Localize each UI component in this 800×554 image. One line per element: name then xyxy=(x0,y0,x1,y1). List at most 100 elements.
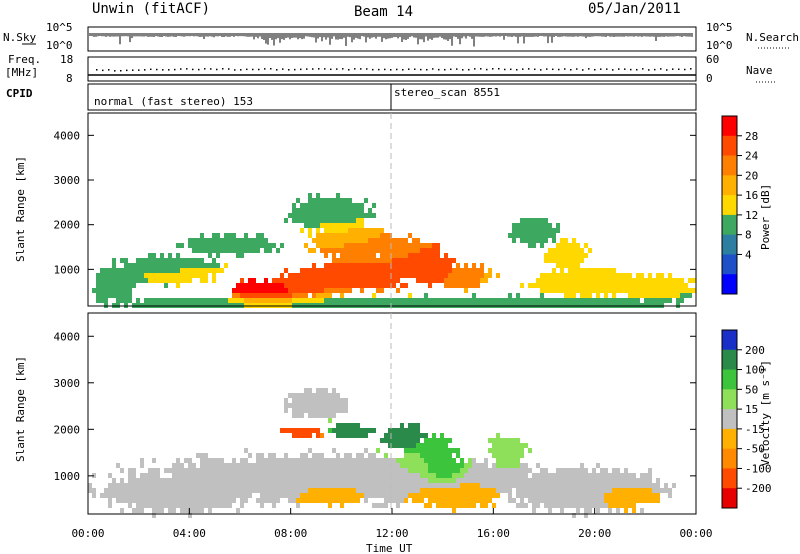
velocity-scale-tick-label: -200 xyxy=(745,482,772,495)
power-cell xyxy=(336,233,340,238)
velocity-cell xyxy=(256,468,260,473)
velocity-cell xyxy=(248,473,252,478)
velocity-cell xyxy=(432,473,436,478)
power-cell xyxy=(372,203,376,208)
velocity-cell xyxy=(304,463,308,468)
power-cell xyxy=(644,293,648,298)
velocity-cell xyxy=(504,463,508,468)
power-cell xyxy=(344,273,348,278)
power-cell xyxy=(124,278,128,283)
velocity-cell xyxy=(372,428,376,433)
velocity-cell xyxy=(328,498,332,503)
power-cell xyxy=(548,248,552,253)
velocity-cell xyxy=(640,498,644,503)
velocity-cell xyxy=(112,488,116,493)
power-cell xyxy=(668,273,672,278)
velocity-cell xyxy=(408,468,412,473)
velocity-cell xyxy=(416,483,420,488)
velocity-cell xyxy=(616,498,620,503)
nave-dot xyxy=(408,68,410,70)
time-axis-label: Time UT xyxy=(366,542,413,554)
velocity-cell xyxy=(524,503,528,508)
power-cell xyxy=(324,278,328,283)
velocity-cell xyxy=(164,493,168,498)
power-cell xyxy=(316,213,320,218)
velocity-cell xyxy=(396,458,400,463)
power-scale-tick-label: 28 xyxy=(745,130,758,143)
velocity-cell xyxy=(584,513,588,518)
velocity-cell xyxy=(328,483,332,488)
velocity-cell xyxy=(344,483,348,488)
power-cell xyxy=(336,238,340,243)
velocity-cell xyxy=(260,453,264,458)
velocity-cell xyxy=(88,488,92,493)
velocity-cell xyxy=(292,408,296,413)
velocity-cell xyxy=(352,493,356,498)
velocity-cell xyxy=(532,478,536,483)
velocity-cell xyxy=(312,468,316,473)
velocity-cell xyxy=(364,458,368,463)
power-cell xyxy=(220,268,224,273)
velocity-cell xyxy=(608,488,612,493)
velocity-cell xyxy=(344,433,348,438)
velocity-cell xyxy=(600,493,604,498)
velocity-cell xyxy=(564,498,568,503)
power-cell xyxy=(248,283,252,288)
velocity-cell xyxy=(240,468,244,473)
velocity-cell xyxy=(504,438,508,443)
velocity-cell xyxy=(116,483,120,488)
velocity-cell xyxy=(388,433,392,438)
velocity-cell xyxy=(388,438,392,443)
power-cell xyxy=(344,298,348,303)
velocity-cell xyxy=(212,498,216,503)
velocity-cell xyxy=(504,448,508,453)
velocity-cell xyxy=(320,408,324,413)
power-cell xyxy=(292,203,296,208)
power-cell xyxy=(348,213,352,218)
velocity-cell xyxy=(368,463,372,468)
velocity-cell xyxy=(312,428,316,433)
power-cell xyxy=(556,298,560,303)
power-cell xyxy=(676,293,680,298)
velocity-cell xyxy=(128,488,132,493)
velocity-cell xyxy=(648,478,652,483)
velocity-cell xyxy=(160,508,164,513)
velocity-cell xyxy=(520,448,524,453)
power-cell xyxy=(520,218,524,223)
velocity-cell xyxy=(416,433,420,438)
velocity-cell xyxy=(656,493,660,498)
power-cell xyxy=(616,278,620,283)
power-cell xyxy=(264,238,268,243)
velocity-cell xyxy=(656,483,660,488)
velocity-cell xyxy=(640,473,644,478)
velocity-cell xyxy=(372,458,376,463)
velocity-cell xyxy=(140,458,144,463)
velocity-cell xyxy=(628,478,632,483)
velocity-cell xyxy=(568,488,572,493)
power-cell xyxy=(396,268,400,273)
power-cell xyxy=(316,273,320,278)
velocity-cell xyxy=(408,443,412,448)
velocity-cell xyxy=(644,498,648,503)
velocity-cell xyxy=(440,458,444,463)
power-cell xyxy=(340,233,344,238)
velocity-cell xyxy=(588,503,592,508)
power-cell xyxy=(576,243,580,248)
power-cell xyxy=(576,248,580,253)
power-cell xyxy=(168,268,172,273)
sky-marks xyxy=(89,33,693,47)
velocity-cell xyxy=(304,458,308,463)
velocity-cell xyxy=(168,498,172,503)
velocity-cell xyxy=(140,483,144,488)
power-cell xyxy=(380,248,384,253)
power-cell xyxy=(156,298,160,303)
velocity-cell xyxy=(556,478,560,483)
velocity-cell xyxy=(300,458,304,463)
power-cell xyxy=(460,278,464,283)
power-cell xyxy=(232,248,236,253)
velocity-cell xyxy=(420,458,424,463)
power-cell xyxy=(636,273,640,278)
nave-dot xyxy=(636,68,638,71)
velocity-cell xyxy=(332,413,336,418)
velocity-cell xyxy=(244,498,248,503)
